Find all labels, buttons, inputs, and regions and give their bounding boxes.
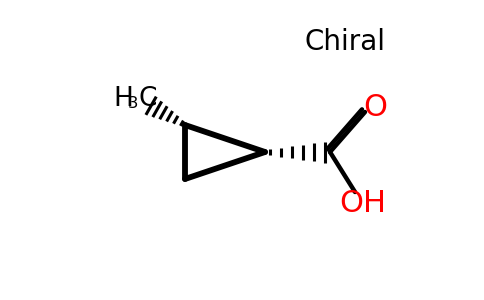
Text: OH: OH xyxy=(339,188,387,218)
Text: H: H xyxy=(113,86,133,112)
Text: C: C xyxy=(138,86,156,112)
Text: Chiral: Chiral xyxy=(304,28,385,56)
Text: O: O xyxy=(363,94,387,122)
Text: 3: 3 xyxy=(128,97,138,112)
